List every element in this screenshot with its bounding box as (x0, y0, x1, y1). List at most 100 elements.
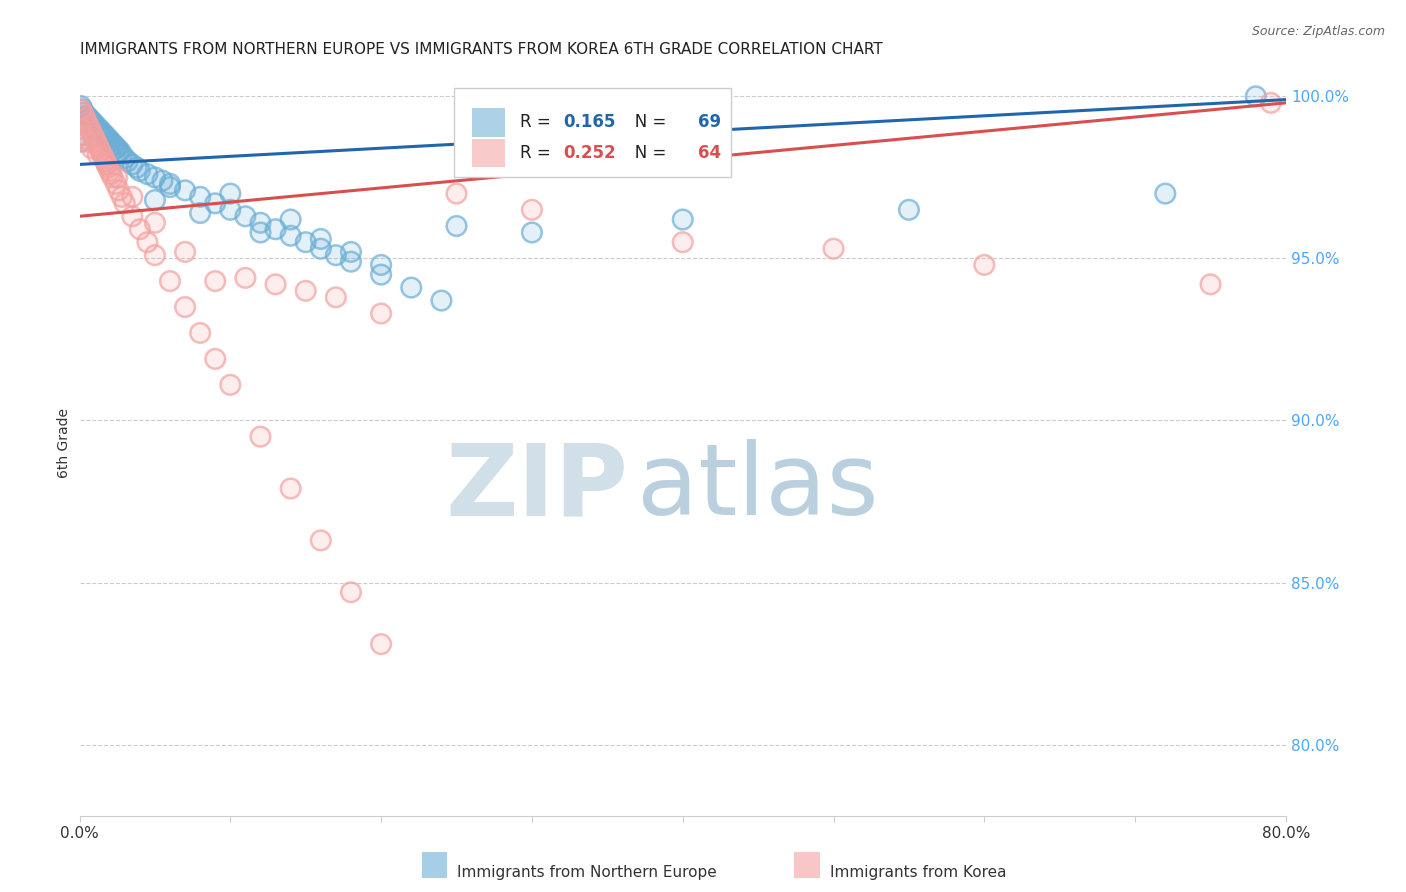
Point (86, 121, 108, 136)
Point (100, 167, 122, 181)
Point (83, 119, 105, 133)
Point (101, 138, 124, 153)
Point (80, 141, 103, 155)
Point (340, 244, 363, 259)
Point (100, 135, 122, 149)
Point (897, 202, 920, 217)
Point (520, 226, 543, 240)
Point (97, 131, 120, 145)
Point (75, 109, 97, 123)
Point (98, 135, 121, 149)
Point (188, 206, 211, 220)
Point (117, 154, 139, 169)
Point (98, 164, 121, 178)
Text: R =: R = (520, 144, 555, 161)
Point (70, 121, 93, 136)
Point (446, 186, 468, 201)
Point (75, 112, 97, 126)
Point (70, 135, 93, 149)
Point (143, 248, 166, 262)
FancyBboxPatch shape (454, 87, 731, 177)
Point (79, 121, 101, 136)
Point (152, 173, 174, 187)
Point (325, 248, 347, 262)
Point (121, 157, 143, 171)
Point (107, 145, 129, 159)
Bar (471, 138, 505, 167)
Point (309, 242, 332, 256)
Point (204, 351, 226, 366)
Point (249, 430, 271, 444)
Point (188, 190, 211, 204)
Point (93, 128, 115, 143)
Point (430, 293, 453, 308)
Point (105, 141, 128, 155)
Point (73, 131, 96, 145)
Point (309, 232, 332, 246)
Point (97, 161, 120, 175)
Point (114, 196, 136, 211)
Point (294, 235, 316, 250)
Point (325, 290, 347, 304)
Bar (471, 108, 505, 136)
Point (84, 119, 107, 133)
Point (520, 202, 543, 217)
Point (370, 258, 392, 272)
Point (111, 190, 134, 204)
Point (430, 293, 453, 308)
Point (520, 202, 543, 217)
Point (91, 125, 114, 139)
Point (73, 109, 96, 123)
Point (104, 177, 127, 191)
Point (1260, 95, 1282, 110)
Point (79, 112, 101, 126)
Point (370, 306, 392, 320)
Point (370, 637, 392, 651)
Point (370, 306, 392, 320)
Point (98, 135, 121, 149)
Point (235, 209, 257, 223)
Text: 64: 64 (699, 144, 721, 161)
Point (79, 112, 101, 126)
Text: ZIP: ZIP (446, 440, 628, 536)
Point (152, 173, 174, 187)
Point (235, 209, 257, 223)
Point (520, 226, 543, 240)
Point (86, 147, 108, 161)
Point (94, 154, 117, 169)
Text: N =: N = (619, 144, 672, 161)
Point (72, 128, 94, 143)
Point (264, 222, 287, 236)
Point (294, 235, 316, 250)
Point (219, 202, 242, 217)
Point (121, 190, 143, 204)
Point (370, 268, 392, 282)
Point (70, 135, 93, 149)
Point (83, 131, 105, 145)
Point (219, 186, 242, 201)
Point (82, 128, 104, 143)
Point (159, 177, 181, 191)
Point (249, 226, 271, 240)
Point (87, 121, 110, 136)
Point (1154, 186, 1177, 201)
Point (70, 103, 93, 117)
Text: 0.165: 0.165 (564, 113, 616, 131)
Point (114, 151, 136, 165)
Point (76, 135, 98, 149)
Point (249, 430, 271, 444)
Point (340, 585, 363, 599)
Point (103, 138, 125, 153)
Point (823, 242, 845, 256)
Point (159, 177, 181, 191)
Point (111, 147, 134, 161)
Point (105, 141, 128, 155)
Point (249, 216, 271, 230)
Point (96, 157, 118, 171)
Point (72, 103, 94, 117)
Point (101, 170, 124, 185)
Point (90, 125, 112, 139)
Point (110, 145, 132, 159)
Point (87, 141, 110, 155)
Point (264, 277, 287, 292)
